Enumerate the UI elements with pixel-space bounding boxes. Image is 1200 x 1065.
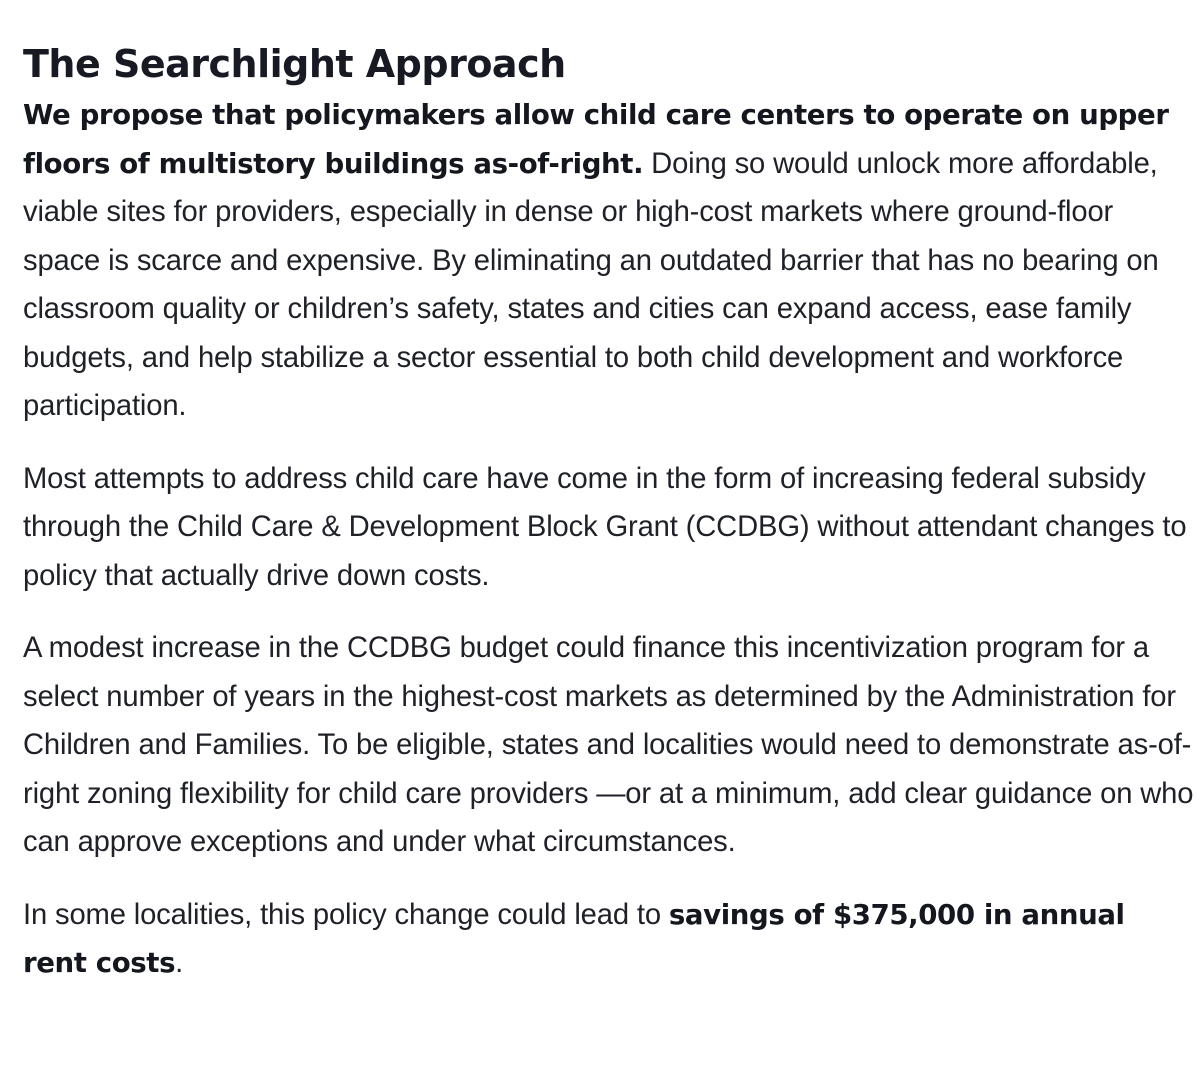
incentive-program-text: A modest increase in the CCDBG budget co… [23, 632, 1194, 858]
paragraph-incentive-program: A modest increase in the CCDBG budget co… [23, 624, 1195, 867]
savings-bold-amount: savings of $375,000 in annual rent costs [23, 897, 1125, 980]
savings-intro-text: In some localities, this policy change c… [23, 898, 669, 931]
paragraph-ccdbg-attempts: Most attempts to address child care have… [23, 455, 1195, 601]
savings-period: . [175, 947, 184, 979]
paragraph-proposal: We propose that policymakers allow child… [23, 91, 1195, 431]
proposal-text: Doing so would unlock more affordable, v… [23, 147, 1159, 423]
section-heading: The Searchlight Approach [23, 42, 566, 86]
paragraph-savings: In some localities, this policy change c… [23, 891, 1195, 988]
ccdbg-attempts-text: Most attempts to address child care have… [23, 462, 1187, 592]
proposal-bold-lead: We propose that policymakers allow child… [23, 98, 1169, 180]
